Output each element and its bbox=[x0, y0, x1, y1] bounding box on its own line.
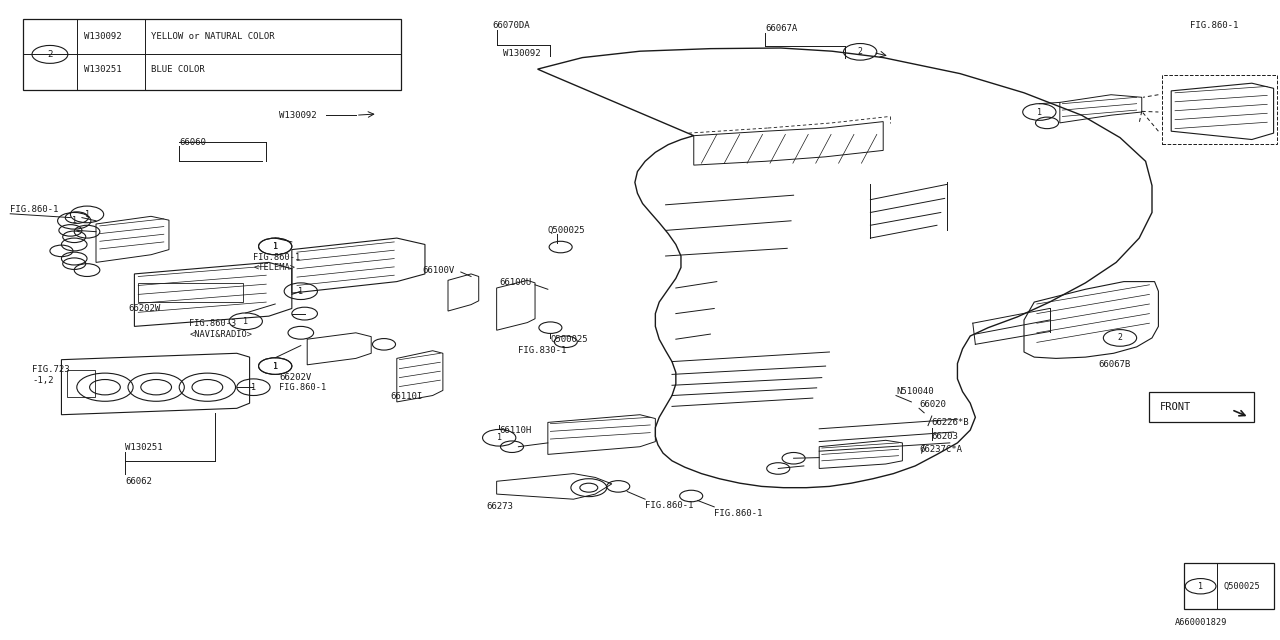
Text: 66060: 66060 bbox=[179, 138, 206, 147]
Text: 66202W: 66202W bbox=[128, 304, 160, 313]
Text: 66226*B: 66226*B bbox=[932, 418, 969, 427]
Text: FIG.723: FIG.723 bbox=[32, 365, 69, 374]
Text: 66067A: 66067A bbox=[765, 24, 797, 33]
Text: 1: 1 bbox=[273, 362, 278, 371]
Text: 66100U: 66100U bbox=[499, 278, 531, 287]
Text: 66110H: 66110H bbox=[499, 426, 531, 435]
Bar bbox=[67, 370, 95, 397]
Text: FIG.860-1: FIG.860-1 bbox=[714, 509, 763, 518]
Text: FIG.860-1: FIG.860-1 bbox=[645, 501, 694, 510]
Text: 2: 2 bbox=[858, 47, 863, 56]
Bar bbox=[23, 19, 401, 90]
Text: 1: 1 bbox=[273, 362, 278, 371]
Text: W130092: W130092 bbox=[84, 32, 122, 42]
Text: <TELEMA>: <TELEMA> bbox=[253, 263, 296, 272]
Text: 2: 2 bbox=[47, 50, 52, 59]
Text: 1: 1 bbox=[1037, 108, 1042, 116]
Text: Q500025: Q500025 bbox=[1224, 582, 1261, 591]
Text: 1: 1 bbox=[1198, 582, 1203, 591]
Text: YELLOW or NATURAL COLOR: YELLOW or NATURAL COLOR bbox=[151, 32, 275, 42]
Text: 66070DA: 66070DA bbox=[493, 21, 530, 30]
Text: FIG.860-1: FIG.860-1 bbox=[10, 205, 59, 214]
Text: 1: 1 bbox=[251, 383, 256, 392]
Text: 66202V: 66202V bbox=[279, 373, 311, 382]
Text: 66273: 66273 bbox=[486, 502, 513, 511]
Text: <NAVI&RADIO>: <NAVI&RADIO> bbox=[189, 330, 252, 339]
Text: W130251: W130251 bbox=[125, 444, 163, 452]
Text: -1,2: -1,2 bbox=[32, 376, 54, 385]
Text: 1: 1 bbox=[298, 287, 303, 296]
Text: 66062: 66062 bbox=[125, 477, 152, 486]
Bar bbox=[1162, 75, 1277, 144]
Text: 66110I: 66110I bbox=[390, 392, 422, 401]
Text: 66100V: 66100V bbox=[422, 266, 454, 275]
Text: 66067B: 66067B bbox=[1098, 360, 1130, 369]
Text: 1: 1 bbox=[273, 242, 278, 251]
Text: Q500025: Q500025 bbox=[550, 335, 588, 344]
Text: 1: 1 bbox=[84, 210, 90, 219]
Bar bbox=[1149, 392, 1254, 422]
Text: 1: 1 bbox=[243, 317, 248, 326]
Text: W130092: W130092 bbox=[279, 111, 316, 120]
Text: N510040: N510040 bbox=[896, 387, 933, 396]
Text: W130251: W130251 bbox=[84, 65, 122, 74]
Text: W130092: W130092 bbox=[503, 49, 540, 58]
Text: 1: 1 bbox=[497, 433, 502, 442]
Text: FIG.860-1: FIG.860-1 bbox=[1190, 21, 1239, 30]
Text: FIG.860-1: FIG.860-1 bbox=[279, 383, 326, 392]
Bar bbox=[1184, 563, 1274, 609]
Text: 1: 1 bbox=[273, 242, 278, 251]
Text: 2: 2 bbox=[1117, 333, 1123, 342]
Bar bbox=[138, 283, 243, 302]
Text: FIG.860-1: FIG.860-1 bbox=[253, 253, 301, 262]
Text: FRONT: FRONT bbox=[1160, 402, 1190, 412]
Text: 66203: 66203 bbox=[932, 432, 959, 441]
Text: 66020: 66020 bbox=[919, 400, 946, 409]
Text: A660001829: A660001829 bbox=[1175, 618, 1228, 627]
Text: BLUE COLOR: BLUE COLOR bbox=[151, 65, 205, 74]
Text: 66237C*A: 66237C*A bbox=[919, 445, 963, 454]
Text: FIG.860-3: FIG.860-3 bbox=[189, 319, 237, 328]
Text: Q500025: Q500025 bbox=[548, 226, 585, 235]
Text: 1: 1 bbox=[72, 216, 77, 225]
Text: FIG.830-1: FIG.830-1 bbox=[518, 346, 567, 355]
